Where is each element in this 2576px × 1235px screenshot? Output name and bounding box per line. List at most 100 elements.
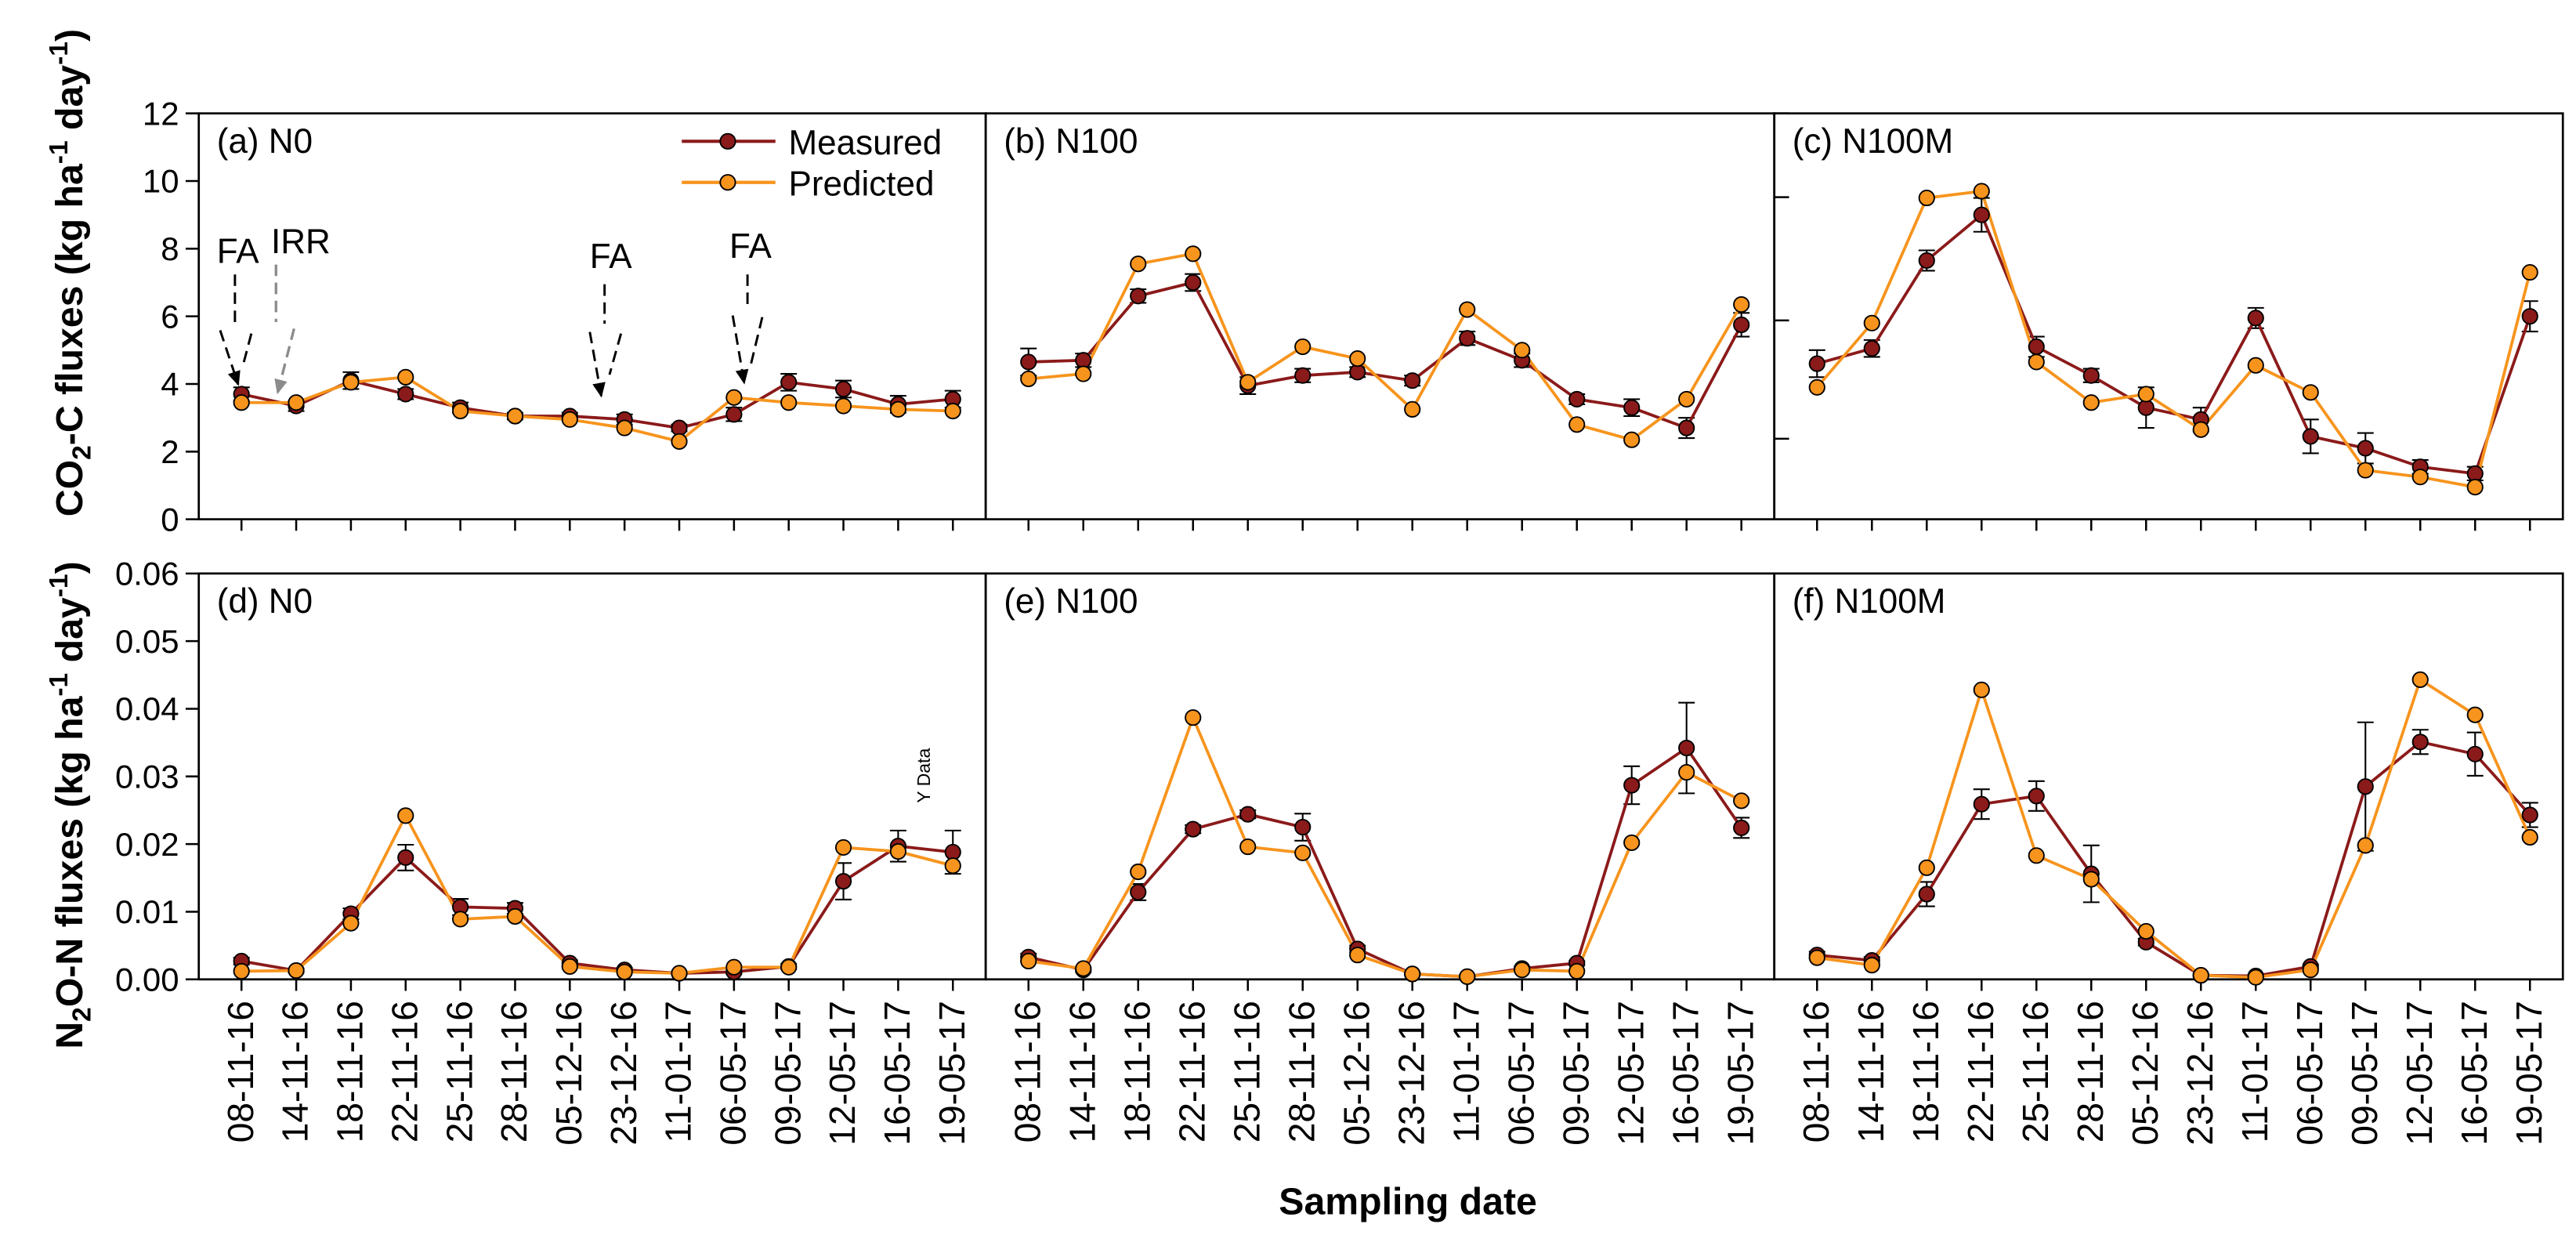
predicted-point [1459, 968, 1476, 985]
x-tick-label: 25-11-16 [439, 1001, 479, 1143]
predicted-point [2247, 357, 2264, 374]
x-tick-label: 28-11-16 [494, 1001, 534, 1143]
measured-point [1973, 795, 1990, 813]
predicted-point [2137, 386, 2155, 403]
y-title-part: CO [49, 460, 91, 516]
measured-point [1623, 399, 1641, 416]
predicted-point [944, 857, 961, 875]
predicted-point [1733, 295, 1750, 313]
y-title-part: ) [49, 29, 91, 42]
panel-title: (c) N100M [1793, 122, 1953, 161]
panel-a: (a) N0 0 2 4 6 8 10 12 [143, 95, 987, 538]
predicted-point [889, 400, 906, 418]
y-title-superscript: -1 [45, 673, 74, 697]
y-title-subscript: 2 [67, 1007, 96, 1022]
y-tick-label: 0.05 [115, 623, 179, 660]
y-tick-label: 0.04 [115, 690, 179, 727]
predicted-series-line [241, 813, 953, 975]
measured-point [1185, 820, 1202, 838]
measured-point [1239, 806, 1257, 823]
measured-point [1130, 883, 1147, 901]
predicted-point [2192, 421, 2209, 438]
predicted-point [1404, 400, 1421, 418]
predicted-point [671, 965, 688, 982]
x-tick-label: 08-11-16 [220, 1001, 261, 1143]
panel-e: (e) N100 08-11-16 14-11-16 18-11-16 22-11-16… [984, 572, 1776, 1146]
x-tick-label: 22-11-16 [384, 1001, 425, 1143]
predicted-series-line [1028, 252, 1743, 442]
predicted-point [1678, 764, 1695, 781]
predicted-point [889, 843, 906, 860]
measured-series-line [1817, 740, 2531, 978]
predicted-point [397, 807, 414, 824]
predicted-point [288, 962, 305, 980]
measured-point [1020, 353, 1037, 371]
predicted-point [233, 962, 250, 980]
predicted-point [1075, 960, 1092, 977]
y-title-part: day [49, 65, 91, 141]
y-axis-title-n2o: N2O-N fluxes (kg ha-1 day-1) [45, 561, 96, 1048]
measured-point [2082, 367, 2100, 384]
measured-point [1294, 818, 1312, 836]
x-tick-label: 14-11-16 [1851, 1001, 1891, 1143]
measured-point [834, 873, 852, 890]
predicted-point [2082, 871, 2100, 888]
x-tick-label: 16-05-17 [877, 1001, 917, 1146]
panel-d: (d) N0 08-11-16 14-11-16 18-11-16 22-11-16 25… [115, 556, 987, 1146]
predicted-point [2357, 837, 2374, 854]
predicted-point [2192, 967, 2209, 984]
predicted-point [616, 419, 633, 436]
predicted-point [2411, 469, 2429, 486]
x-tick-label: 05-12-16 [1336, 1001, 1377, 1146]
legend-measured-label: Measured [789, 124, 942, 162]
y-tick-label: 0.06 [115, 556, 179, 592]
annotation-irr-label: IRR [271, 223, 331, 261]
predicted-point [725, 958, 743, 976]
x-tick-label: 11-01-17 [658, 1001, 699, 1143]
panel-b: (b) N100 [984, 112, 1776, 531]
measured-point [2247, 310, 2264, 327]
predicted-point [1075, 365, 1092, 382]
predicted-point [2302, 384, 2319, 401]
x-tick-label: 19-05-17 [2509, 1001, 2549, 1146]
annotation-y-data: Y Data [914, 748, 934, 803]
predicted-series-line [1817, 678, 2531, 980]
predicted-point [780, 958, 798, 976]
predicted-point [2028, 353, 2045, 371]
predicted-point [671, 433, 688, 450]
predicted-point [1349, 350, 1366, 368]
x-tick-label: 09-05-17 [2344, 1001, 2385, 1146]
predicted-point [2466, 479, 2484, 496]
x-axis-title: Sampling date [1279, 1181, 1537, 1223]
y-title-part: day [49, 597, 91, 673]
predicted-point [397, 368, 414, 386]
plot-frame [984, 112, 1776, 520]
x-tick-label: 22-11-16 [1171, 1001, 1212, 1143]
predicted-point [1733, 792, 1750, 809]
x-tick-label: 14-11-16 [275, 1001, 316, 1143]
x-tick-label: 12-05-17 [1610, 1001, 1651, 1146]
x-tick-label: 16-05-17 [2454, 1001, 2495, 1146]
predicted-point [2357, 462, 2374, 479]
measured-point [1733, 316, 1750, 334]
y-tick-label: 10 [143, 163, 179, 200]
y-tick-label: 12 [143, 95, 179, 132]
measured-point [397, 386, 414, 403]
predicted-point [1459, 301, 1476, 318]
predicted-point [2466, 706, 2484, 723]
predicted-point [725, 389, 743, 406]
predicted-series-line [1815, 190, 2532, 489]
y-tick-label: 0.03 [115, 758, 179, 795]
y-tick-label: 4 [161, 366, 179, 403]
panel-title: (d) N0 [217, 582, 313, 621]
predicted-point [1514, 342, 1531, 359]
predicted-point [1239, 838, 1257, 856]
legend-predicted-marker [719, 174, 736, 191]
x-tick-label: 16-05-17 [1665, 1001, 1706, 1146]
predicted-point [2302, 962, 2319, 979]
panel-title: (e) N100 [1004, 582, 1138, 621]
plot-frame [197, 572, 987, 981]
predicted-point [1130, 863, 1147, 881]
plot-frame [1773, 112, 2564, 520]
